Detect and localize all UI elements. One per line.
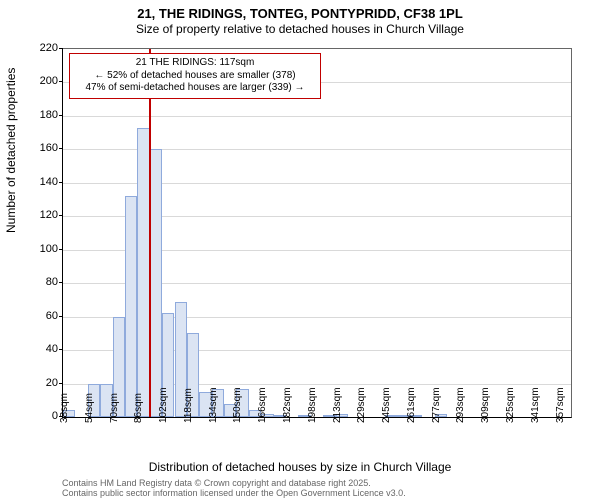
x-tick-label: 213sqm — [332, 387, 343, 423]
x-tick-label: 277sqm — [431, 387, 442, 423]
x-tick-label: 118sqm — [183, 388, 194, 423]
property-marker-line — [149, 49, 151, 417]
page-subtitle: Size of property relative to detached ho… — [0, 22, 600, 36]
annotation-line: 47% of semi-detached houses are larger (… — [75, 82, 315, 95]
x-tick-label: 150sqm — [232, 387, 243, 423]
y-tick-label: 60 — [22, 310, 58, 322]
x-tick-label: 134sqm — [208, 387, 219, 423]
y-tick-label: 40 — [22, 343, 58, 355]
x-tick-label: 198sqm — [307, 387, 318, 423]
annotation-line: ← 52% of detached houses are smaller (37… — [75, 70, 315, 83]
x-tick-label: 86sqm — [133, 393, 144, 423]
x-axis-label: Distribution of detached houses by size … — [0, 460, 600, 474]
y-tick-label: 140 — [22, 176, 58, 188]
x-tick-label: 357sqm — [555, 387, 566, 423]
x-tick-label: 309sqm — [480, 387, 491, 423]
histogram-chart: 21 THE RIDINGS: 117sqm← 52% of detached … — [62, 48, 572, 418]
y-axis-label: Number of detached properties — [4, 68, 18, 233]
x-tick-label: 293sqm — [455, 387, 466, 423]
y-tick-label: 160 — [22, 142, 58, 154]
x-tick-label: 229sqm — [356, 387, 367, 423]
x-tick-label: 325sqm — [505, 387, 516, 423]
attribution-text: Contains HM Land Registry data © Crown c… — [62, 479, 406, 499]
annotation-box: 21 THE RIDINGS: 117sqm← 52% of detached … — [69, 53, 321, 99]
gridline — [63, 116, 571, 117]
x-tick-label: 261sqm — [406, 387, 417, 423]
x-tick-label: 102sqm — [158, 387, 169, 423]
x-tick-label: 245sqm — [381, 387, 392, 423]
x-tick-label: 166sqm — [257, 387, 268, 423]
x-tick-label: 341sqm — [530, 387, 541, 423]
y-tick-label: 180 — [22, 109, 58, 121]
y-tick-label: 80 — [22, 276, 58, 288]
y-tick-label: 200 — [22, 75, 58, 87]
y-tick-label: 0 — [22, 410, 58, 422]
histogram-bar — [150, 149, 162, 417]
page-title: 21, THE RIDINGS, TONTEG, PONTYPRIDD, CF3… — [0, 6, 600, 21]
y-tick-label: 100 — [22, 243, 58, 255]
x-tick-label: 38sqm — [59, 393, 70, 423]
y-tick-label: 220 — [22, 42, 58, 54]
x-tick-label: 54sqm — [84, 393, 95, 423]
x-tick-label: 182sqm — [282, 387, 293, 423]
annotation-line: 21 THE RIDINGS: 117sqm — [75, 57, 315, 70]
histogram-bar — [125, 196, 137, 417]
y-tick-label: 20 — [22, 377, 58, 389]
attribution-line: Contains public sector information licen… — [62, 489, 406, 499]
y-tick-label: 120 — [22, 209, 58, 221]
x-tick-label: 70sqm — [109, 393, 120, 423]
